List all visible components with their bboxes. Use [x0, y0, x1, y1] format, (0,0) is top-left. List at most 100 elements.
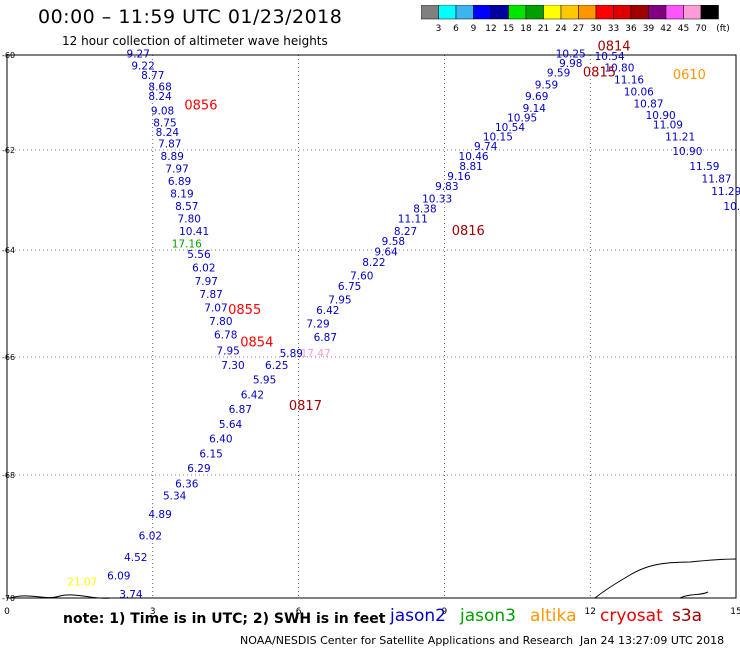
wave-height-point: 9.14	[523, 103, 547, 115]
color-scale-label: 9	[471, 24, 477, 34]
wave-height-point: 6.42	[316, 305, 339, 317]
wave-height-point: 9.22	[131, 60, 154, 72]
y-tick-label: -68	[2, 471, 15, 480]
wave-height-point: 10.06	[624, 86, 654, 98]
wave-height-point: 7.30	[221, 360, 244, 372]
wave-height-point: 6.42	[241, 389, 264, 401]
wave-height-point: 8.24	[156, 127, 180, 139]
wave-height-point: 10.95	[507, 113, 537, 125]
coastline-path	[9, 558, 737, 599]
pass-time-label: 0855	[228, 303, 261, 318]
wave-height-point: 11.11	[398, 214, 428, 226]
color-scale-unit: (ft)	[716, 24, 730, 34]
wave-height-point: 7.80	[178, 214, 201, 226]
wave-height-point: 10.90	[672, 146, 702, 158]
legend-jason2: jason2	[390, 606, 446, 626]
y-tick-label: -64	[2, 246, 15, 255]
wave-height-point: 3.74	[119, 589, 143, 601]
wave-height-point: 5.95	[253, 375, 276, 387]
wave-height-point: 11.29	[711, 186, 740, 198]
pass-time-label: 0817	[289, 399, 322, 414]
pass-time-label: 0815	[583, 65, 616, 80]
wave-height-point: 9.59	[547, 67, 570, 79]
x-tick-label: 12	[584, 607, 595, 617]
wave-height-point: 9.64	[374, 246, 398, 258]
legend-s3a: s3a	[672, 606, 703, 626]
x-tick-label: 9	[442, 607, 448, 617]
color-scale-label: 24	[555, 24, 567, 34]
wave-height-point: 8.68	[148, 82, 171, 94]
wave-height-point: 9.98	[559, 58, 582, 70]
color-scale-label: 15	[503, 24, 514, 34]
wave-height-point: 10.9	[739, 211, 740, 223]
wave-height-point: 10.41	[179, 226, 209, 238]
wave-height-point: 9.16	[447, 171, 471, 183]
wave-height-point: 6.02	[192, 262, 215, 274]
color-scale-label: 12	[485, 24, 496, 34]
wave-height-point: 6.89	[168, 176, 191, 188]
wave-height-point: 8.89	[161, 151, 184, 163]
wave-height-point: 7.07	[204, 303, 227, 315]
wave-height-point: 17.47	[301, 348, 331, 360]
wave-height-point: 6.29	[187, 463, 210, 475]
wave-height-point: 10.25	[556, 48, 586, 60]
wave-height-point: 11.59	[689, 161, 719, 173]
wave-height-point: 11.87	[702, 174, 732, 186]
wave-height-point: 10.90	[646, 110, 676, 122]
color-scale-label: 18	[520, 24, 532, 34]
pass-time-label: 0610	[673, 68, 706, 83]
color-scale-label: 39	[643, 24, 655, 34]
wave-height-point: 10.15	[483, 132, 513, 144]
wave-height-point: 6.87	[314, 332, 337, 344]
y-tick-label: -60	[2, 51, 15, 60]
wave-height-point: 7.95	[328, 295, 351, 307]
color-scale-label: 3	[436, 24, 442, 34]
color-scale-label: 30	[590, 24, 602, 34]
wave-height-point: 9.69	[525, 91, 548, 103]
wave-height-point: 6.40	[209, 434, 232, 446]
wave-height-point: 11.21	[665, 132, 695, 144]
wave-height-point: 6.36	[175, 478, 199, 490]
wave-height-point: 8.19	[170, 189, 193, 201]
wave-height-point: 9.58	[382, 236, 405, 248]
legend-altika: altika	[530, 606, 577, 626]
chart-title: 00:00 – 11:59 UTC 01/23/2018	[38, 6, 343, 28]
x-tick-label: 6	[296, 607, 302, 617]
color-scale-label: 33	[608, 24, 619, 34]
wave-height-point: 7.87	[158, 139, 181, 151]
legend-cryosat: cryosat	[600, 606, 663, 626]
wave-height-point: 7.29	[306, 319, 329, 331]
wave-height-point: 8.57	[175, 201, 198, 213]
pass-time-annotations: 0856 0855 0854 0817 0816 0814 0815 0610	[184, 39, 706, 414]
wave-height-point: 7.80	[209, 316, 232, 328]
wave-height-point: 8.24	[148, 91, 172, 103]
wave-height-point: 5.56	[187, 249, 211, 261]
wave-height-labels: 3.74 6.09 4.52 6.02 4.89 5.346.36 6.29 6.15 6.40…	[67, 48, 740, 601]
wave-height-point: 8.81	[459, 161, 482, 173]
wave-height-point: 8.38	[413, 204, 436, 216]
wave-height-point: 7.97	[165, 164, 188, 176]
pass-time-label: 0816	[452, 224, 485, 239]
wave-height-point: 8.22	[362, 257, 385, 269]
wave-height-point: 6.87	[229, 404, 252, 416]
color-scale-label: 36	[625, 24, 637, 34]
wave-height-point: 9.27	[127, 48, 150, 60]
plot-frame	[6, 54, 737, 599]
color-swatch	[700, 5, 719, 20]
pass-time-label: 0856	[184, 99, 217, 114]
pass-time-label: 0814	[597, 39, 630, 54]
wave-height-point: 9.74	[474, 141, 498, 153]
footer-note: note: 1) Time is in UTC; 2) SWH is in fe…	[63, 611, 386, 627]
coastline	[9, 558, 737, 599]
color-scale-label: 27	[573, 24, 584, 34]
color-scale-label: 45	[678, 24, 689, 34]
pass-time-label: 0854	[240, 335, 273, 350]
x-tick-label: 0	[4, 607, 10, 617]
wave-height-point: 5.34	[163, 491, 187, 503]
wave-height-point: 11.09	[653, 120, 683, 132]
color-scale-label: 42	[660, 24, 671, 34]
wave-height-point: 8.77	[141, 70, 164, 82]
wave-height-point: 10.33	[422, 194, 452, 206]
wave-height-point: 9.83	[435, 181, 458, 193]
